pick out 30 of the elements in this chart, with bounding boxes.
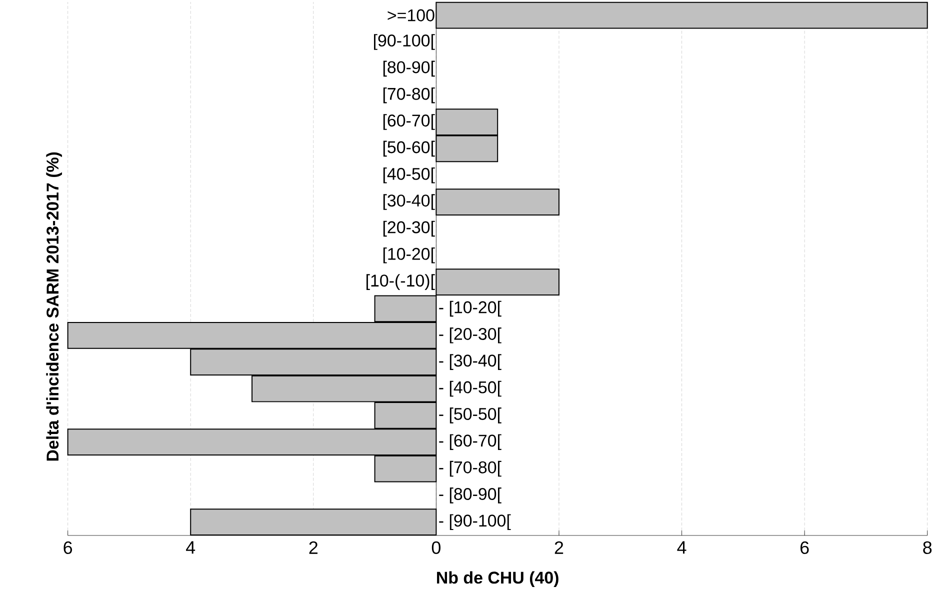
y-tick-label: - [80-90[ [439, 487, 502, 504]
x-tick-label: 4 [186, 541, 196, 554]
x-tick-label: 2 [309, 541, 318, 554]
y-tick-label: - [20-30[ [439, 327, 502, 344]
y-tick-label: - [30-40[ [439, 354, 502, 370]
y-tick-label: [20-30[ [383, 220, 435, 236]
x-tick-label: 6 [800, 541, 809, 554]
x-axis-title: Nb de CHU (40) [437, 571, 558, 587]
y-tick-label: - [90-100[ [439, 514, 511, 530]
y-tick-label: - [60-70[ [439, 434, 502, 450]
y-tick-label: >=100 [388, 9, 434, 22]
y-tick-label: - [10-20[ [439, 300, 502, 317]
x-tick-label: 8 [923, 541, 932, 554]
x-tick-label: 2 [554, 541, 564, 554]
y-tick-label: - [70-80[ [439, 460, 502, 477]
y-tick-label: [70-80[ [383, 87, 435, 104]
x-tick-label: 0 [432, 541, 440, 554]
y-tick-label: - [50-50[ [439, 407, 502, 424]
y-tick-label: [50-60[ [383, 140, 435, 156]
x-tick-label: 6 [64, 541, 72, 554]
y-tick-label: [90-100[ [374, 34, 435, 50]
y-tick-label: - [40-50[ [439, 380, 502, 397]
y-tick-label: [10-20[ [383, 247, 435, 264]
x-tick-label: 4 [677, 541, 686, 554]
y-axis-title: Delta d'incidence SARM 2013-2017 (%) [46, 152, 62, 460]
y-tick-label: [40-50[ [383, 167, 435, 184]
y-tick-label: [30-40[ [383, 194, 435, 210]
y-tick-label: [80-90[ [383, 60, 435, 76]
y-tick-label: [60-70[ [383, 114, 435, 130]
y-tick-label: [10-(-10)[ [366, 274, 435, 290]
